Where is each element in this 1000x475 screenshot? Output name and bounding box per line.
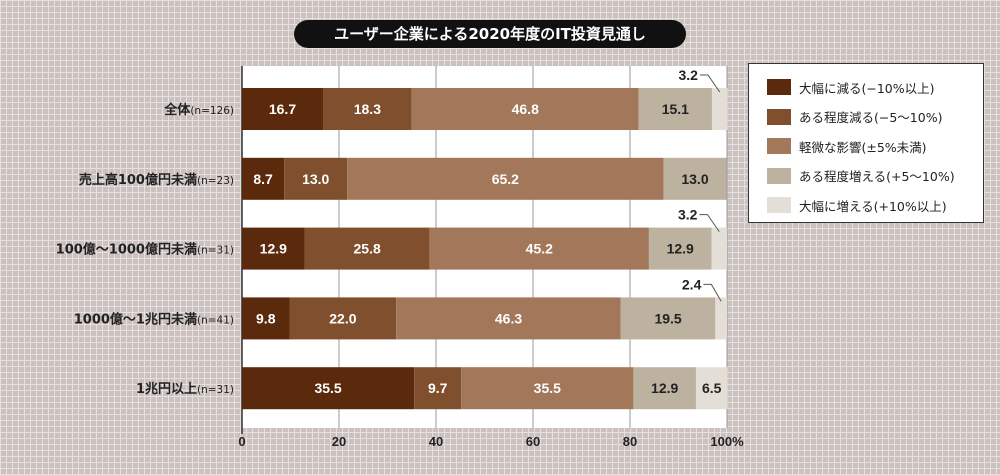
data-label: 35.5 (534, 380, 561, 396)
data-label: 46.8 (512, 101, 539, 117)
bar-segment (663, 157, 727, 200)
bar-segment (347, 157, 664, 200)
data-label: 13.0 (302, 171, 329, 187)
legend: 大幅に減る(−10%以上) ある程度減る(−5～10%) 軽微な影響(±5%未満) あ… (748, 63, 984, 223)
x-tick-label: 40 (429, 434, 443, 449)
bar-segment (242, 157, 285, 200)
legend-item: 大幅に増える(+10%以上) (767, 195, 947, 215)
callout-line (703, 283, 722, 302)
callout-line (699, 214, 720, 232)
legend-swatch (767, 138, 791, 154)
legend-item: ある程度減る(−5～10%) (767, 107, 942, 127)
bar-segment (461, 367, 634, 410)
data-label: 3.2 (678, 67, 698, 83)
data-label: 65.2 (492, 171, 519, 187)
legend-swatch (767, 108, 791, 125)
bar-segment (289, 297, 397, 340)
bar-segment (284, 157, 348, 200)
bar-segment (414, 367, 462, 410)
x-tick-label: 20 (332, 434, 346, 449)
data-label: 8.7 (253, 171, 273, 187)
chart-title: ユーザー企業による2020年度のIT投資見通し (294, 20, 686, 48)
bar-segment (242, 88, 323, 130)
legend-label: 軽微な影響(±5%未満) (799, 139, 927, 155)
legend-label: ある程度増える(+5～10%) (799, 169, 955, 184)
legend-label: ある程度減る(−5～10%) (799, 110, 943, 125)
data-label: 13.0 (681, 171, 708, 187)
data-label: 12.9 (260, 241, 287, 257)
legend-swatch (767, 167, 791, 184)
category-label: 1000億～1兆円未満(n=41) (74, 311, 234, 327)
data-label: 12.9 (667, 241, 694, 257)
data-label: 35.5 (314, 380, 341, 396)
data-label: 18.3 (354, 101, 381, 117)
bar-segment (242, 227, 305, 270)
callout-line (699, 74, 721, 93)
legend-swatch (767, 197, 791, 213)
legend-item: 大幅に減る(−10%以上) (767, 77, 935, 97)
data-label: 12.9 (651, 380, 678, 396)
data-label: 19.5 (654, 310, 681, 326)
legend-swatch (767, 79, 791, 95)
x-tick-label: 100% (710, 434, 744, 449)
category-label: 100億～1000億円未満(n=31) (56, 242, 234, 258)
data-label: 3.2 (678, 207, 698, 223)
category-label: 1兆円以上(n=31) (136, 381, 234, 397)
data-label: 22.0 (329, 310, 356, 326)
bar-segment (411, 88, 639, 130)
bar-segment (638, 88, 712, 130)
legend-item: ある程度増える(+5～10%) (767, 166, 955, 186)
legend-item: 軽微な影響(±5%未満) (767, 136, 927, 156)
x-tick-label: 80 (623, 434, 637, 449)
category-label: 全体(n=126) (163, 102, 234, 118)
data-label: 6.5 (702, 380, 722, 396)
data-label: 25.8 (354, 241, 381, 257)
data-label: 9.7 (428, 380, 448, 396)
data-label: 15.1 (662, 101, 689, 117)
bar-segment (429, 227, 649, 270)
bar-segment (711, 227, 727, 270)
data-label: 9.8 (256, 310, 276, 326)
bar-segment (304, 227, 430, 270)
bar-segment (322, 88, 412, 130)
bar-segment (633, 367, 696, 410)
x-tick-label: 60 (526, 434, 540, 449)
legend-label: 大幅に増える(+10%以上) (799, 198, 947, 214)
bar-segment (242, 367, 415, 410)
bar-segment (648, 227, 712, 270)
bar-segment (715, 297, 727, 340)
bar-segment (711, 88, 728, 130)
bar-segment (620, 297, 716, 340)
category-label: 売上高100億円未満(n=23) (79, 172, 234, 188)
data-label: 45.2 (526, 241, 553, 257)
bar-segment (396, 297, 621, 340)
bar-segment (695, 367, 728, 410)
data-label: 2.4 (682, 276, 702, 292)
data-label: 46.3 (495, 310, 522, 326)
bar-segment (242, 297, 290, 340)
legend-label: 大幅に減る(−10%以上) (799, 80, 935, 96)
x-tick-label: 0 (238, 434, 245, 449)
data-label: 16.7 (269, 101, 296, 117)
